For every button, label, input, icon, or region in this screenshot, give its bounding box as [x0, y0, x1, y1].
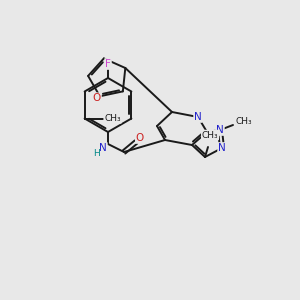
- Text: H: H: [93, 149, 99, 158]
- Text: O: O: [136, 133, 144, 143]
- Text: F: F: [105, 59, 111, 69]
- Text: N: N: [194, 112, 202, 122]
- Text: CH₃: CH₃: [104, 114, 121, 123]
- Text: N: N: [216, 125, 224, 135]
- Text: O: O: [93, 93, 101, 103]
- Text: N: N: [218, 143, 226, 153]
- Text: CH₃: CH₃: [236, 118, 252, 127]
- Text: CH₃: CH₃: [202, 130, 218, 140]
- Text: N: N: [99, 143, 107, 153]
